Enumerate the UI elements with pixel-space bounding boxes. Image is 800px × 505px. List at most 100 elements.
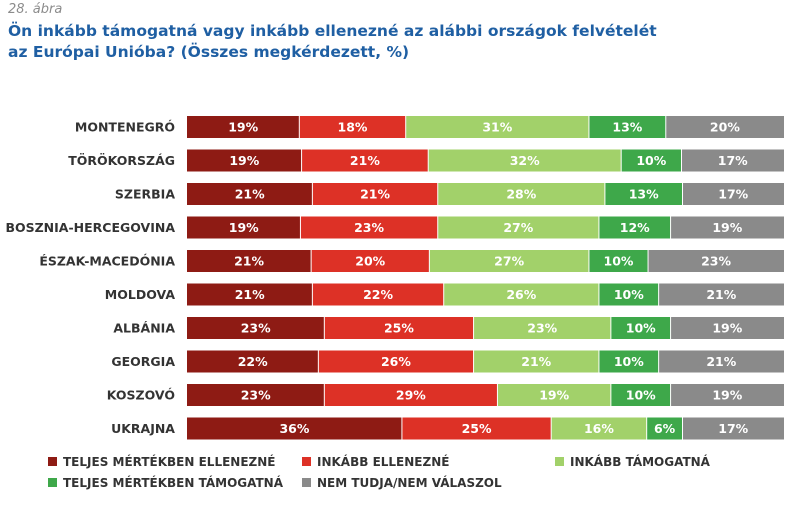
value-label-albania-3: 23% xyxy=(527,321,557,336)
bar-segment-eszak-macedonia-4 xyxy=(588,250,649,272)
category-label-koszovo: KOSZOVÓ xyxy=(107,388,175,403)
value-label-georgia-3: 21% xyxy=(521,354,551,369)
value-label-montenegro-5: 20% xyxy=(710,120,740,135)
legend-swatch-nem-tudja-nem-valaszol xyxy=(302,478,311,487)
value-label-albania-2: 25% xyxy=(384,321,414,336)
category-label-torokorszag: TÖRÖKORSZÁG xyxy=(68,153,175,168)
category-label-montenegro: MONTENEGRÓ xyxy=(75,120,175,135)
value-label-eszak-macedonia-1: 21% xyxy=(234,254,264,269)
category-label-szerbia: SZERBIA xyxy=(115,187,175,202)
legend: TELJES MÉRTÉKBEN ELLENEZNÉ INKÁBB ELLENEZ… xyxy=(48,454,711,490)
legend-label-inkabb-ellenezne: INKÁBB ELLENEZNÉ xyxy=(317,454,449,469)
bar-segment-bosznia-hercegovina-4 xyxy=(598,216,671,239)
bar-segment-szerbia-3 xyxy=(437,183,605,205)
bar-segment-albania-1 xyxy=(187,317,325,339)
value-label-szerbia-2: 21% xyxy=(360,187,390,202)
value-label-ukrajna-1: 36% xyxy=(279,421,309,436)
bar-segment-albania-3 xyxy=(473,317,611,339)
bar-segment-georgia-5 xyxy=(658,350,784,373)
bar-segment-torokorszag-4 xyxy=(621,149,682,172)
value-label-georgia-4: 10% xyxy=(614,354,644,369)
legend-label-inkabb-tamogatna: INKÁBB TÁMOGATNÁ xyxy=(570,454,711,469)
bar-segment-georgia-3 xyxy=(473,350,599,373)
bars-group: MONTENEGRÓ 19% 18% 31% 13% 20% TÖRÖKORSZÁG 19% 2… xyxy=(5,116,784,440)
bar-segment-szerbia-4 xyxy=(604,183,683,205)
chart-title-line-1: Ön inkább támogatná vagy inkább ellenezn… xyxy=(8,22,657,40)
bar-segment-eszak-macedonia-1 xyxy=(187,250,312,272)
bar-segment-ukrajna-5 xyxy=(682,417,784,440)
value-label-torokorszag-4: 10% xyxy=(636,153,666,168)
chart-title: Ön inkább támogatná vagy inkább ellenezn… xyxy=(8,21,708,63)
category-label-albania: ALBÁNIA xyxy=(113,321,175,336)
value-label-georgia-5: 21% xyxy=(706,354,736,369)
bar-segment-ukrajna-3 xyxy=(551,417,647,440)
value-label-bosznia-hercegovina-1: 19% xyxy=(229,220,259,235)
bar-segment-georgia-2 xyxy=(318,350,474,373)
bar-segment-ukrajna-1 xyxy=(187,417,402,440)
bar-segment-koszovo-2 xyxy=(324,384,498,406)
value-label-georgia-1: 22% xyxy=(238,354,268,369)
bar-segment-ukrajna-4 xyxy=(646,417,683,440)
value-label-bosznia-hercegovina-3: 27% xyxy=(503,220,533,235)
value-label-moldova-5: 21% xyxy=(706,287,736,302)
category-label-eszak-macedonia: ÉSZAK-MACEDÓNIA xyxy=(39,254,175,269)
category-label-bosznia-hercegovina: BOSZNIA-HERCEGOVINA xyxy=(5,220,175,235)
value-label-torokorszag-5: 17% xyxy=(718,153,748,168)
value-label-albania-1: 23% xyxy=(241,321,271,336)
bar-segment-montenegro-4 xyxy=(588,116,666,138)
value-label-moldova-1: 21% xyxy=(235,287,265,302)
bar-segment-torokorszag-1 xyxy=(187,149,302,172)
bar-segment-eszak-macedonia-2 xyxy=(311,250,430,272)
category-label-ukrajna: UKRAJNA xyxy=(111,421,175,436)
value-label-koszovo-1: 23% xyxy=(241,388,271,403)
bar-segment-szerbia-1 xyxy=(187,183,313,205)
bar-segment-montenegro-3 xyxy=(405,116,589,138)
value-label-torokorszag-3: 32% xyxy=(510,153,540,168)
bar-segment-albania-4 xyxy=(610,317,671,339)
value-label-albania-4: 10% xyxy=(626,321,656,336)
value-label-bosznia-hercegovina-4: 12% xyxy=(620,220,650,235)
legend-label-teljes-mertekben-tamogatna: TELJES MÉRTÉKBEN TÁMOGATNÁ xyxy=(63,475,284,490)
bar-segment-eszak-macedonia-3 xyxy=(429,250,589,272)
bar-segment-torokorszag-3 xyxy=(428,149,622,172)
value-label-szerbia-1: 21% xyxy=(235,187,265,202)
bar-segment-moldova-5 xyxy=(658,283,784,306)
value-label-szerbia-3: 28% xyxy=(506,187,536,202)
bar-segment-bosznia-hercegovina-1 xyxy=(187,216,301,239)
legend-swatch-inkabb-ellenezne xyxy=(302,457,311,466)
bar-segment-bosznia-hercegovina-3 xyxy=(437,216,599,239)
legend-swatch-teljes-mertekben-tamogatna xyxy=(48,478,57,487)
value-label-koszovo-4: 10% xyxy=(626,388,656,403)
chart-title-line-2: az Európai Unióba? (Összes megkérdezett,… xyxy=(8,43,410,61)
value-label-ukrajna-5: 17% xyxy=(718,421,748,436)
value-label-ukrajna-4: 6% xyxy=(654,421,676,436)
bar-segment-albania-5 xyxy=(670,317,784,339)
legend-swatch-inkabb-tamogatna xyxy=(555,457,564,466)
value-label-koszovo-3: 19% xyxy=(539,388,569,403)
value-label-eszak-macedonia-5: 23% xyxy=(701,254,731,269)
bar-segment-torokorszag-2 xyxy=(301,149,429,172)
value-label-koszovo-2: 29% xyxy=(396,388,426,403)
bar-segment-moldova-1 xyxy=(187,283,313,306)
bar-segment-koszovo-4 xyxy=(610,384,671,406)
bar-segment-koszovo-5 xyxy=(670,384,784,406)
value-label-eszak-macedonia-2: 20% xyxy=(355,254,385,269)
value-label-albania-5: 19% xyxy=(712,321,742,336)
bar-segment-koszovo-1 xyxy=(187,384,325,406)
value-label-torokorszag-1: 19% xyxy=(229,153,259,168)
value-label-torokorszag-2: 21% xyxy=(350,153,380,168)
legend-label-nem-tudja-nem-valaszol: NEM TUDJA/NEM VÁLASZOL xyxy=(317,475,502,490)
bar-segment-montenegro-5 xyxy=(665,116,784,138)
value-label-eszak-macedonia-3: 27% xyxy=(494,254,524,269)
value-label-ukrajna-2: 25% xyxy=(462,421,492,436)
bar-segment-moldova-2 xyxy=(312,283,444,306)
bar-segment-georgia-4 xyxy=(598,350,659,373)
category-label-georgia: GEORGIA xyxy=(111,354,175,369)
value-label-georgia-2: 26% xyxy=(381,354,411,369)
value-label-moldova-3: 26% xyxy=(506,287,536,302)
value-label-ukrajna-3: 16% xyxy=(584,421,614,436)
value-label-montenegro-2: 18% xyxy=(338,120,368,135)
bar-segment-koszovo-3 xyxy=(497,384,611,406)
bar-segment-montenegro-1 xyxy=(187,116,300,138)
